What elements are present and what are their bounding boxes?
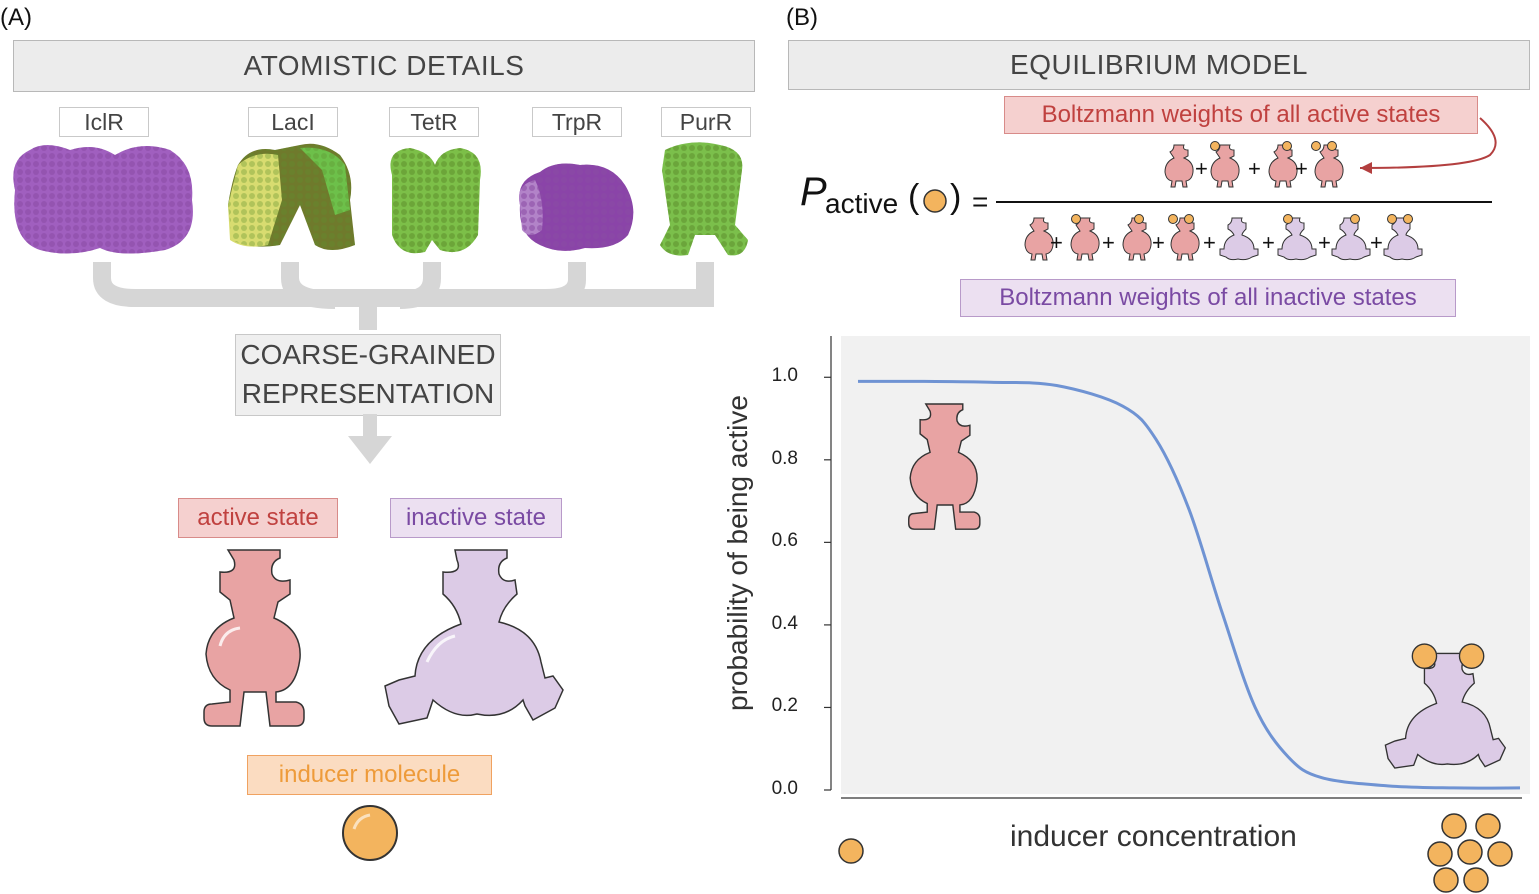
chart-inactive-repressor-icon	[1384, 643, 1507, 769]
inducer-molecule-icon	[342, 805, 398, 861]
inactive-state-label: inactive state	[390, 498, 562, 538]
protein-label-laci: LacI	[248, 107, 338, 137]
denominator-states	[1024, 214, 1423, 261]
iclr-structure	[13, 145, 193, 254]
equation-equals: =	[972, 186, 989, 217]
y-tick-label: 0.2	[771, 695, 798, 717]
equilibrium-model-banner: EQUILIBRIUM MODEL	[788, 40, 1530, 90]
protein-label-trpr: TrpR	[532, 107, 622, 137]
inactive-weights-label: Boltzmann weights of all inactive states	[960, 279, 1456, 317]
y-tick-label: 0.6	[771, 530, 798, 552]
numerator-plus-1: +	[1195, 156, 1208, 181]
protein-label-purr: PurR	[661, 107, 751, 137]
low-inducer-icon	[838, 838, 864, 864]
chart-active-repressor-icon	[908, 403, 981, 530]
denominator-plus-1: +	[1050, 230, 1063, 255]
coarse-grained-line2: REPRESENTATION	[241, 378, 495, 409]
denominator-plus-3: +	[1152, 230, 1165, 255]
active-state-label: active state	[178, 498, 338, 538]
y-tick-label: 0.0	[771, 778, 798, 799]
denominator-plus-7: +	[1370, 230, 1383, 255]
y-tick-label: 1.0	[771, 365, 798, 387]
panel-b-label: (B)	[786, 4, 818, 31]
denominator-plus-4: +	[1203, 230, 1216, 255]
merge-connector	[93, 262, 714, 330]
y-tick-label: 0.8	[771, 447, 798, 469]
denominator-plus-2: +	[1102, 230, 1115, 255]
fraction-line	[996, 201, 1492, 203]
coarse-grained-label: COARSE-GRAINED REPRESENTATION	[235, 334, 501, 416]
protein-label-tetr: TetR	[389, 107, 479, 137]
laci-structure	[228, 143, 355, 250]
equation-subscript: active	[825, 188, 899, 219]
coarse-grained-line1: COARSE-GRAINED	[240, 339, 496, 370]
active-weights-arrow	[1359, 117, 1497, 174]
chart-x-axis-label: inducer concentration	[1010, 820, 1297, 853]
equation-inducer-icon	[923, 189, 947, 213]
numerator-plus-2: +	[1248, 156, 1261, 181]
probability-curve	[857, 379, 1521, 790]
numerator-plus-3: +	[1295, 156, 1308, 181]
active-weights-label: Boltzmann weights of all active states	[1004, 96, 1478, 134]
equation-p: P	[800, 170, 827, 214]
denominator-plus-6: +	[1318, 230, 1331, 255]
active-repressor-icon	[203, 549, 305, 727]
down-arrow	[348, 414, 392, 464]
inactive-repressor-icon	[384, 549, 564, 725]
equation-close-paren: )	[950, 178, 962, 216]
denominator-plus-5: +	[1262, 230, 1275, 255]
inducer-molecule-label: inducer molecule	[247, 755, 492, 795]
purr-structure	[660, 142, 748, 256]
tetr-structure	[390, 148, 481, 254]
protein-structures	[13, 142, 748, 330]
panel-a-label: (A)	[0, 4, 32, 31]
atomistic-details-banner: ATOMISTIC DETAILS	[13, 40, 755, 92]
equation-open-paren: (	[908, 178, 920, 216]
y-tick-label: 0.4	[771, 612, 798, 634]
trpr-structure	[519, 163, 634, 251]
high-inducer-icon	[1427, 813, 1513, 893]
numerator-states	[1164, 141, 1344, 188]
protein-label-iclr: IclR	[59, 107, 149, 137]
